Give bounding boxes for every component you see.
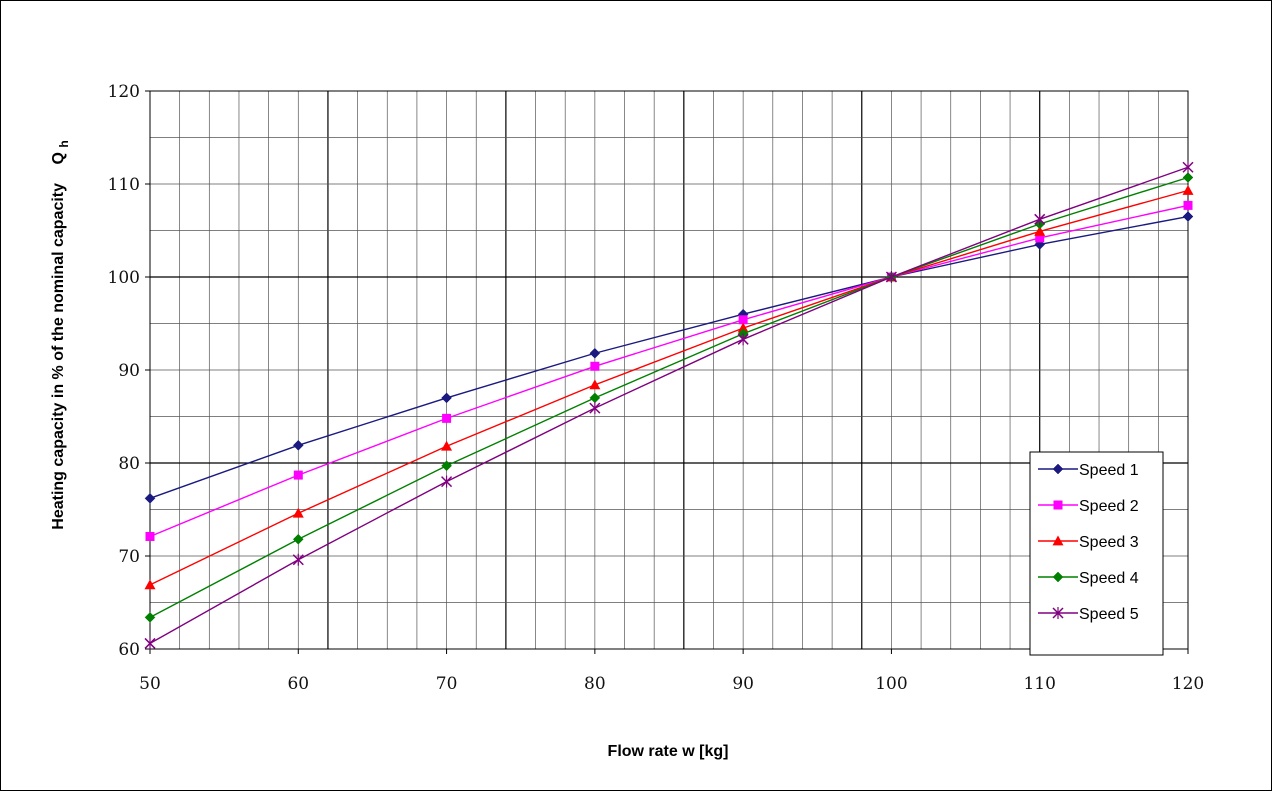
y-tick-label: 60: [118, 640, 140, 660]
data-point-speed-2: [590, 361, 600, 371]
y-tick-label: 100: [108, 268, 140, 288]
x-tick-label: 60: [287, 674, 309, 694]
legend-label: Speed 3: [1079, 534, 1139, 551]
series-line-speed-3: [149, 189, 1189, 586]
series-line-speed-2: [149, 204, 1189, 538]
legend-item-speed-4: Speed 4: [1038, 570, 1139, 587]
y-tick-label: 80: [118, 454, 140, 474]
data-point-speed-1: [292, 439, 304, 451]
legend-label: Speed 5: [1079, 606, 1139, 623]
data-point-speed-3: [144, 579, 156, 590]
data-point-speed-3: [737, 322, 749, 333]
data-point-speed-2: [145, 531, 155, 541]
data-point-speed-5: [737, 333, 749, 346]
data-point-speed-1: [144, 492, 156, 504]
y-axis-symbol: Q: [50, 152, 67, 164]
x-tick-label: 50: [139, 674, 161, 694]
data-point-speed-5: [885, 271, 897, 283]
legend-item-speed-5: Speed 5: [1038, 606, 1139, 623]
data-point-speed-4: [1182, 172, 1194, 183]
legend-label: Speed 4: [1079, 570, 1139, 587]
data-point-speed-2: [442, 413, 452, 423]
x-tick-label: 80: [584, 674, 606, 694]
x-tick-label: 70: [436, 674, 458, 694]
legend: Speed 1 Speed 2 Speed 3 Speed 4 Speed 5: [1029, 451, 1164, 656]
x-tick-label: 120: [1172, 674, 1204, 694]
legend-marker-speed-2: [1053, 500, 1063, 510]
data-point-speed-3: [1034, 225, 1046, 236]
legend-item-speed-2: Speed 2: [1038, 498, 1139, 515]
data-point-speed-1: [1182, 211, 1194, 222]
data-point-speed-2: [1035, 233, 1045, 243]
legend-item-speed-1: Speed 1: [1038, 462, 1139, 479]
data-point-speed-5: [1182, 161, 1194, 174]
legend-marker-speed-1: [1052, 463, 1064, 475]
data-point-speed-4: [292, 533, 304, 545]
series-line-speed-1: [149, 215, 1189, 499]
grid: [150, 91, 1188, 649]
y-axis-title-text: Heating capacity in % of the nominal cap…: [50, 183, 67, 530]
data-point-speed-1: [441, 392, 452, 404]
data-point-speed-3: [292, 507, 304, 518]
y-axis-ticks: 60 70 80 90 100 110 120: [108, 82, 150, 660]
data-point-speed-3: [1182, 185, 1194, 195]
data-point-speed-2: [738, 315, 748, 325]
x-axis-ticks: 50 60 70 80 90 100 110 120: [139, 649, 1204, 694]
y-tick-label: 70: [118, 547, 140, 567]
x-tick-label: 110: [1023, 674, 1055, 694]
x-tick-label: 100: [875, 674, 907, 694]
data-point-speed-4: [144, 612, 156, 623]
x-axis-title: Flow rate w [kg]: [608, 743, 729, 760]
data-point-speed-3: [589, 379, 601, 390]
legend-label: Speed 2: [1079, 498, 1139, 515]
data-point-speed-2: [293, 470, 303, 480]
series-lines: [144, 161, 1194, 650]
data-point-speed-5: [144, 637, 156, 650]
x-tick-label: 90: [732, 674, 754, 694]
series-line-speed-5: [149, 166, 1189, 645]
y-tick-label: 90: [118, 361, 140, 381]
legend-box: [1029, 451, 1164, 656]
series-speed-5: [144, 161, 1194, 650]
legend-marker-speed-4: [1052, 571, 1064, 583]
data-point-speed-1: [589, 347, 601, 359]
data-point-speed-2: [1183, 200, 1193, 210]
series-line-speed-4: [149, 176, 1189, 618]
data-point-speed-4: [589, 392, 601, 404]
legend-label: Speed 1: [1079, 462, 1139, 479]
data-point-speed-4: [441, 460, 452, 472]
legend-item-speed-3: Speed 3: [1038, 534, 1139, 551]
data-point-speed-5: [589, 402, 601, 415]
legend-marker-speed-5: [1052, 607, 1064, 619]
y-axis-title-group: Heating capacity in % of the nominal cap…: [50, 140, 71, 529]
y-axis-title: Heating capacity in % of the nominal cap…: [50, 140, 71, 529]
data-point-speed-5: [441, 475, 453, 488]
y-axis-symbol-subscript: h: [57, 140, 71, 147]
legend-marker-speed-3: [1052, 535, 1064, 546]
data-point-speed-3: [441, 440, 453, 451]
data-point-speed-5: [1034, 213, 1046, 226]
y-tick-label: 110: [108, 175, 140, 195]
data-point-speed-5: [292, 553, 304, 566]
y-tick-label: 120: [108, 82, 140, 102]
